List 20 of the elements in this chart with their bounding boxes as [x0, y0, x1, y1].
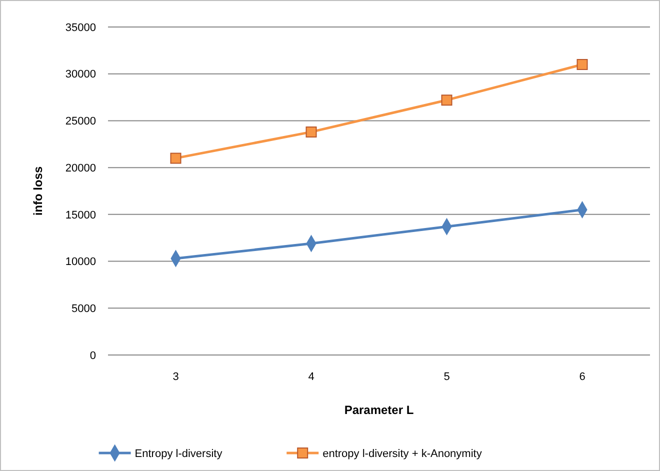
point — [441, 94, 452, 106]
y-tick-label: 15000 — [65, 209, 96, 222]
y-tick-label: 35000 — [65, 22, 96, 34]
legend-label: entropy l-diversity + k-Anonymity — [322, 448, 482, 460]
y-tick-label: 10000 — [65, 256, 96, 268]
x-axis-title: Parameter L — [344, 403, 414, 417]
legend-label: Entropy l-diversity — [134, 448, 223, 460]
y-tick-label: 30000 — [65, 68, 96, 81]
y-axis-title: info loss — [31, 166, 45, 216]
x-tick-label: 6 — [579, 371, 586, 383]
y-tick-label: 20000 — [65, 162, 96, 174]
x-tick-label: 5 — [444, 371, 450, 383]
x-tick-label: 3 — [172, 371, 179, 383]
y-tick-label: 5000 — [72, 302, 96, 315]
y-tick-label: 25000 — [65, 116, 96, 128]
point — [170, 152, 182, 164]
y-tick-label: 0 — [90, 350, 96, 362]
x-tick-label: 4 — [308, 371, 314, 383]
point — [306, 126, 317, 138]
point — [576, 58, 588, 70]
